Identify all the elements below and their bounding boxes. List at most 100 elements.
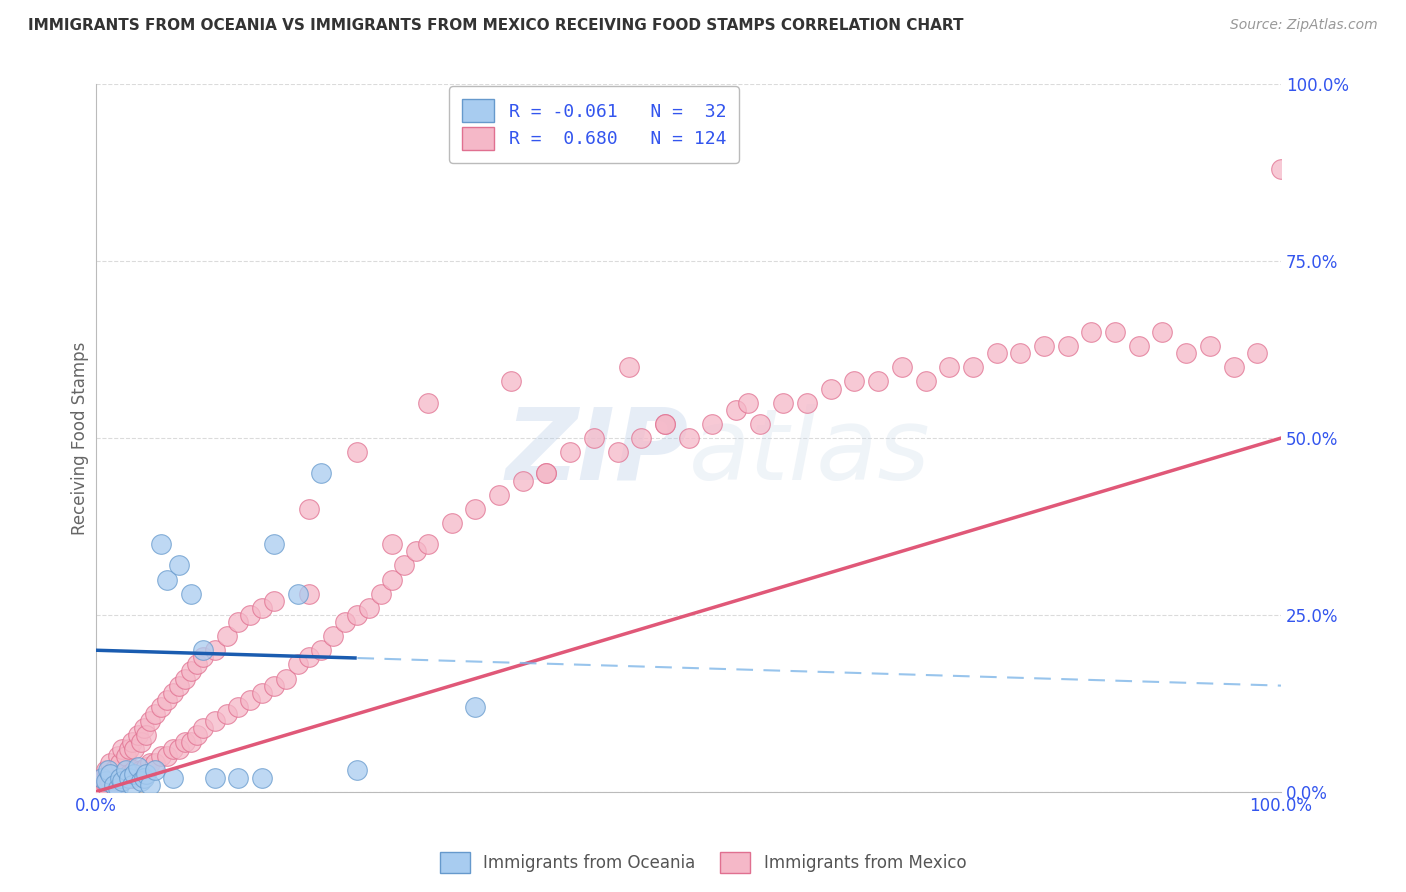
- Point: [298, 501, 321, 516]
- Point: [287, 657, 309, 672]
- Point: [180, 587, 202, 601]
- Point: [582, 431, 605, 445]
- Point: [94, 778, 117, 792]
- Point: [103, 764, 125, 778]
- Point: [118, 771, 141, 785]
- Point: [135, 728, 157, 742]
- Point: [1128, 339, 1150, 353]
- Point: [311, 467, 333, 481]
- Point: [107, 749, 129, 764]
- Point: [108, 771, 131, 785]
- Point: [215, 629, 238, 643]
- Point: [114, 749, 136, 764]
- Point: [311, 643, 333, 657]
- Point: [204, 643, 226, 657]
- Point: [1270, 162, 1292, 177]
- Point: [108, 771, 131, 785]
- Point: [89, 778, 111, 792]
- Point: [405, 544, 427, 558]
- Point: [630, 431, 652, 445]
- Point: [191, 650, 214, 665]
- Point: [298, 587, 321, 601]
- Point: [100, 774, 122, 789]
- Point: [145, 706, 167, 721]
- Point: [127, 728, 149, 742]
- Point: [263, 679, 285, 693]
- Point: [162, 771, 184, 785]
- Point: [156, 573, 179, 587]
- Point: [135, 767, 157, 781]
- Point: [333, 615, 356, 629]
- Point: [250, 771, 273, 785]
- Point: [180, 665, 202, 679]
- Point: [97, 771, 120, 785]
- Point: [91, 771, 114, 785]
- Point: [204, 714, 226, 728]
- Point: [499, 375, 522, 389]
- Point: [962, 360, 984, 375]
- Point: [228, 699, 250, 714]
- Point: [416, 395, 439, 409]
- Point: [114, 764, 136, 778]
- Point: [737, 395, 759, 409]
- Point: [145, 764, 167, 778]
- Point: [129, 774, 152, 789]
- Point: [1104, 325, 1126, 339]
- Point: [107, 774, 129, 789]
- Point: [986, 346, 1008, 360]
- Point: [122, 742, 145, 756]
- Point: [488, 488, 510, 502]
- Legend: R = -0.061   N =  32, R =  0.680   N = 124: R = -0.061 N = 32, R = 0.680 N = 124: [449, 87, 738, 162]
- Point: [108, 756, 131, 771]
- Point: [263, 593, 285, 607]
- Point: [111, 774, 134, 789]
- Point: [103, 778, 125, 792]
- Point: [464, 699, 486, 714]
- Point: [346, 764, 368, 778]
- Point: [370, 587, 392, 601]
- Point: [118, 742, 141, 756]
- Point: [121, 735, 143, 749]
- Point: [111, 742, 134, 756]
- Point: [91, 771, 114, 785]
- Point: [150, 537, 173, 551]
- Point: [97, 781, 120, 796]
- Point: [1175, 346, 1198, 360]
- Point: [346, 607, 368, 622]
- Point: [250, 600, 273, 615]
- Point: [938, 360, 960, 375]
- Point: [132, 721, 155, 735]
- Point: [180, 735, 202, 749]
- Point: [820, 382, 842, 396]
- Point: [129, 764, 152, 778]
- Point: [191, 643, 214, 657]
- Point: [1222, 360, 1244, 375]
- Point: [174, 735, 197, 749]
- Point: [121, 778, 143, 792]
- Point: [250, 686, 273, 700]
- Point: [748, 417, 770, 431]
- Point: [138, 714, 160, 728]
- Text: ZIP: ZIP: [506, 404, 689, 500]
- Text: IMMIGRANTS FROM OCEANIA VS IMMIGRANTS FROM MEXICO RECEIVING FOOD STAMPS CORRELAT: IMMIGRANTS FROM OCEANIA VS IMMIGRANTS FR…: [28, 18, 963, 33]
- Point: [558, 445, 581, 459]
- Point: [167, 679, 190, 693]
- Text: Source: ZipAtlas.com: Source: ZipAtlas.com: [1230, 18, 1378, 32]
- Point: [914, 375, 936, 389]
- Point: [122, 764, 145, 778]
- Point: [100, 767, 122, 781]
- Point: [416, 537, 439, 551]
- Point: [121, 771, 143, 785]
- Legend: Immigrants from Oceania, Immigrants from Mexico: Immigrants from Oceania, Immigrants from…: [433, 846, 973, 880]
- Point: [107, 781, 129, 796]
- Point: [150, 699, 173, 714]
- Point: [97, 764, 120, 778]
- Point: [162, 742, 184, 756]
- Point: [100, 756, 122, 771]
- Point: [132, 764, 155, 778]
- Point: [186, 728, 208, 742]
- Point: [118, 767, 141, 781]
- Point: [111, 774, 134, 789]
- Point: [346, 445, 368, 459]
- Point: [381, 537, 404, 551]
